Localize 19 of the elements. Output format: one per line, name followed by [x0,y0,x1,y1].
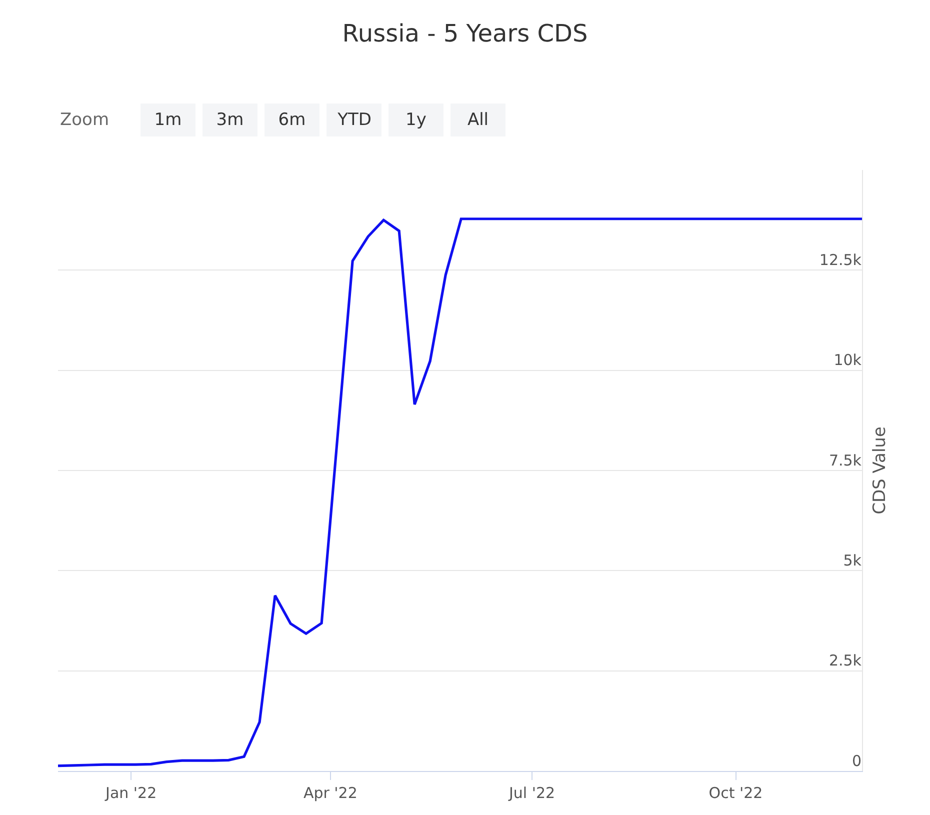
chart-title: Russia - 5 Years CDS [342,19,588,48]
y-axis-title: CDS Value [870,426,890,514]
text: Zoom [60,110,110,130]
x-tick-label: Oct '22 [708,784,763,802]
y-tick-label: 10k [834,351,862,370]
text: 1y [406,110,426,130]
x-tick-label: Apr '22 [303,784,358,802]
y-tick-label: 5k [843,551,862,570]
text: All [467,110,489,130]
x-tick-label: Jan '22 [104,784,157,802]
text: 1m [154,110,182,130]
text: YTD [336,110,372,130]
text: 3m [216,110,244,130]
x-tick-label: Jul '22 [508,784,556,802]
text: 6m [278,110,306,130]
y-tick-label: 12.5k [819,250,862,269]
y-tick-label: 7.5k [828,451,862,470]
y-tick-label: 2.5k [828,652,862,670]
y-tick-label: 0 [852,752,862,770]
